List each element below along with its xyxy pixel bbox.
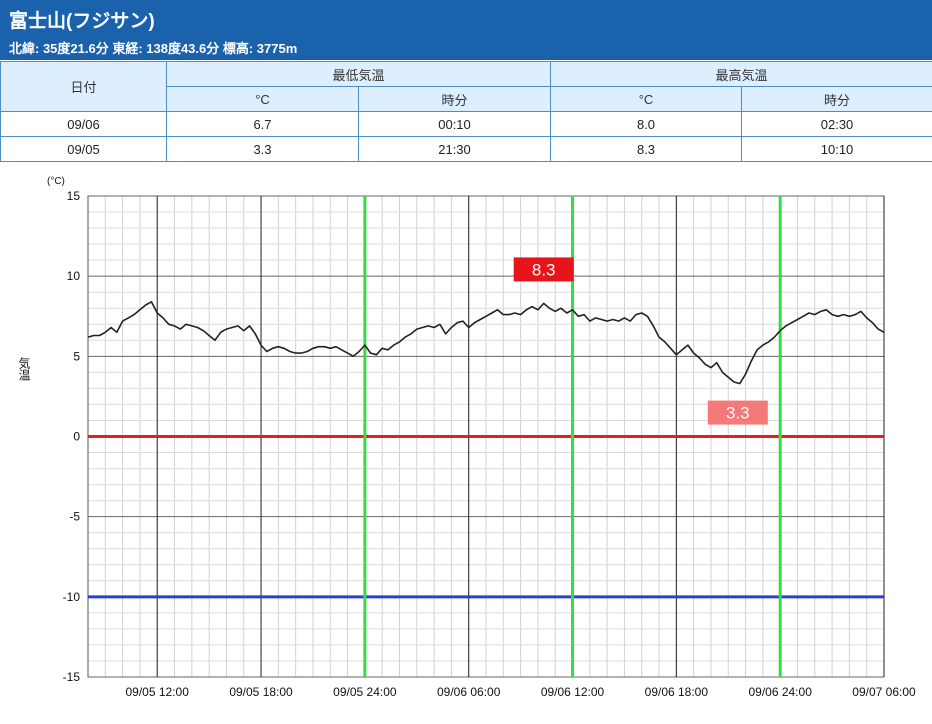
station-title: 富士山(フジサン) bbox=[9, 11, 155, 32]
y-tick-label: 10 bbox=[67, 269, 81, 283]
max-temp-header: 最高気温 bbox=[550, 61, 932, 87]
y-tick-labels: 15 10 5 0 -5 -10 -15 bbox=[63, 189, 81, 684]
station-header: 富士山(フジサン) 北緯: 35度21.6分 東経: 138度43.6分 標高:… bbox=[0, 0, 932, 60]
y-tick-label: 0 bbox=[73, 430, 80, 444]
x-tick-label: 09/07 06:00 bbox=[852, 685, 916, 699]
row-max-time: 10:10 bbox=[741, 136, 932, 162]
y-tick-label: 15 bbox=[67, 189, 81, 203]
date-column-header: 日付 bbox=[0, 61, 167, 112]
station-coordinates: 北緯: 35度21.6分 東経: 138度43.6分 標高: 3775m bbox=[9, 41, 298, 56]
table-subheader-row: °C 時分 °C 時分 bbox=[1, 86, 932, 112]
series-layer bbox=[87, 301, 885, 385]
temperature-summary-table: 日付 最低気温 最高気温 °C 時分 °C 時分 09/06 6.7 00:10… bbox=[0, 61, 932, 162]
reference-lines bbox=[88, 435, 884, 599]
row-max-value: 8.0 bbox=[550, 111, 743, 137]
annotation-layer: 8.3 3.3 bbox=[513, 257, 768, 425]
temperature-line bbox=[87, 301, 885, 385]
row-max-value: 8.3 bbox=[550, 136, 743, 162]
min-value-badge bbox=[707, 400, 768, 425]
x-tick-label: 09/06 18:00 bbox=[645, 685, 709, 699]
y-axis-label: 気温 bbox=[17, 356, 31, 381]
y-tick-label: -10 bbox=[63, 590, 81, 604]
row-date: 09/05 bbox=[0, 136, 167, 162]
x-tick-label: 09/06 12:00 bbox=[541, 685, 605, 699]
x-tick-label: 09/05 12:00 bbox=[126, 685, 190, 699]
y-unit-label: (°C) bbox=[47, 176, 65, 187]
x-tick-label: 09/06 24:00 bbox=[748, 685, 812, 699]
row-max-time: 02:30 bbox=[741, 111, 932, 137]
table-row: 09/06 6.7 00:10 8.0 02:30 bbox=[0, 111, 932, 137]
x-tick-label: 09/05 18:00 bbox=[229, 685, 293, 699]
max-time-header: 時分 bbox=[741, 86, 932, 112]
row-min-value: 3.3 bbox=[166, 136, 359, 162]
max-unit-header: °C bbox=[550, 86, 743, 112]
min-temp-header: 最低気温 bbox=[165, 61, 552, 87]
table-header-row: 日付 最低気温 最高気温 bbox=[0, 61, 932, 112]
min-unit-header: °C bbox=[166, 86, 359, 112]
y-tick-label: -15 bbox=[63, 670, 81, 684]
row-min-value: 6.7 bbox=[166, 111, 359, 137]
y-tick-label: 5 bbox=[73, 349, 80, 363]
row-min-time: 00:10 bbox=[357, 111, 552, 137]
max-value-badge bbox=[513, 257, 574, 282]
table-row: 09/05 3.3 21:30 8.3 10:10 bbox=[0, 136, 932, 162]
x-tick-label: 09/05 24:00 bbox=[333, 685, 397, 699]
x-tick-labels: 09/05 12:00 09/05 18:00 09/05 24:00 09/06 0… bbox=[126, 685, 917, 699]
y-tick-label: -5 bbox=[69, 510, 80, 524]
row-min-time: 21:30 bbox=[357, 136, 552, 162]
min-value-label: 3.3 bbox=[726, 404, 750, 423]
max-value-label: 8.3 bbox=[532, 260, 556, 279]
x-tick-label: 09/06 06:00 bbox=[437, 685, 501, 699]
min-time-header: 時分 bbox=[357, 86, 552, 112]
row-date: 09/06 bbox=[0, 111, 167, 137]
